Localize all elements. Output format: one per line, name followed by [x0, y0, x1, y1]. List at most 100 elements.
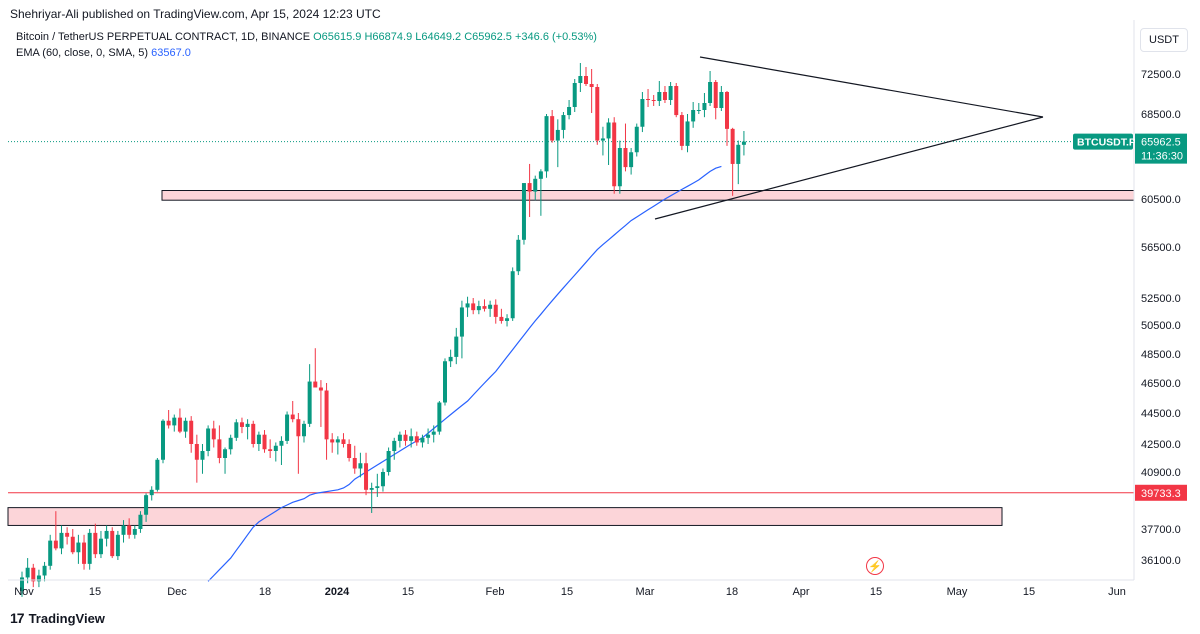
candle-body: [533, 178, 538, 192]
level-price-tag: [1135, 484, 1187, 501]
candle-body: [268, 449, 273, 451]
ema-line: [207, 165, 722, 582]
candle-body: [82, 542, 87, 564]
tradingview-footer[interactable]: 17 TradingView: [10, 610, 105, 626]
candle-body: [324, 390, 329, 440]
candle-body: [397, 434, 402, 441]
candle-body: [70, 536, 75, 553]
candle-body: [42, 565, 47, 576]
candle-body: [679, 115, 684, 146]
candle-body: [708, 82, 713, 103]
candle-body: [730, 128, 735, 164]
candle-body: [149, 489, 154, 496]
candle-body: [741, 141, 746, 145]
candle-body: [538, 171, 543, 179]
ema-label: EMA (60, close, 0, SMA, 5): [16, 47, 149, 59]
x-tick-label: Nov: [14, 586, 34, 598]
candle-body: [330, 439, 335, 443]
candle-body: [691, 110, 696, 122]
candle-body: [595, 87, 600, 141]
ema-legend[interactable]: EMA (60, close, 0, SMA, 5) 63567.0: [16, 47, 191, 59]
candle-body: [510, 271, 515, 319]
candle-body: [341, 439, 346, 444]
symbol-tag-label: BTCUSDT.P: [1077, 137, 1136, 149]
candle-body: [414, 436, 419, 443]
candle-body: [448, 356, 453, 362]
candle-body: [302, 423, 306, 437]
candle-body: [544, 116, 549, 172]
candle-body: [578, 76, 583, 83]
candle-body: [459, 307, 464, 337]
x-tick-label: Feb: [486, 586, 505, 598]
x-tick-label: May: [947, 586, 968, 598]
candle-body: [420, 437, 425, 443]
candle-body: [98, 538, 103, 555]
candle-body: [121, 525, 126, 535]
y-tick-label: 37700.0: [1141, 524, 1181, 536]
y-tick-label: 56500.0: [1141, 242, 1181, 254]
candle-body: [527, 183, 532, 192]
x-tick-label: 15: [561, 586, 573, 598]
symbol-tag: [1073, 133, 1133, 150]
candle-body: [409, 436, 414, 441]
candle-body: [403, 434, 408, 441]
countdown-label: 11:36:30: [1141, 151, 1183, 163]
x-tick-label: 18: [259, 586, 271, 598]
candle-body: [48, 540, 53, 566]
candle-body: [572, 83, 577, 107]
candle-body: [651, 100, 656, 101]
candle-body: [719, 92, 724, 108]
candle-body: [31, 567, 36, 582]
candle-body: [640, 99, 645, 127]
ohlc-change: +346.6 (+0.53%): [515, 31, 597, 43]
candle-body: [76, 542, 81, 553]
candle-body: [505, 318, 510, 321]
x-tick-label: Jun: [1108, 586, 1126, 598]
candle-body: [550, 116, 555, 141]
candle-body: [437, 402, 442, 432]
candle-body: [206, 428, 211, 451]
y-tick-label: 48500.0: [1141, 349, 1181, 361]
publisher-line: Shehriyar-Ali published on TradingView.c…: [10, 7, 381, 21]
x-tick-label: Mar: [636, 586, 655, 598]
candle-body: [629, 152, 634, 168]
candle-body: [115, 534, 120, 557]
candle-body: [516, 239, 521, 272]
candle-body: [256, 434, 261, 444]
candle-body: [183, 420, 188, 432]
candle-body: [352, 458, 357, 469]
ohlc-open: O65615.9: [313, 31, 362, 43]
ohlc-high: H66874.9: [364, 31, 413, 43]
candle-body: [132, 529, 137, 535]
candle-body: [166, 420, 171, 426]
candle-body: [234, 422, 239, 438]
triangle-lower-trendline: [654, 116, 1044, 220]
candle-body: [262, 434, 267, 450]
y-tick-label: 42500.0: [1141, 439, 1181, 451]
candle-body: [369, 488, 374, 490]
symbol-title[interactable]: Bitcoin / TetherUS PERPETUAL CONTRACT, 1…: [16, 31, 311, 43]
candle-body: [606, 122, 611, 139]
x-tick-label: 15: [870, 586, 882, 598]
y-tick-label: 72500.0: [1141, 69, 1181, 81]
y-tick-label: 46500.0: [1141, 378, 1181, 390]
candle-body: [53, 540, 58, 549]
y-tick-label: 52500.0: [1141, 293, 1181, 305]
candle-body: [87, 532, 92, 564]
candle-body: [251, 423, 256, 444]
y-tick-label: 44500.0: [1141, 408, 1181, 420]
x-tick-label: 2024: [325, 586, 350, 598]
y-tick-label: 40900.0: [1141, 467, 1181, 479]
candle-body: [662, 92, 667, 100]
candle-body: [228, 437, 233, 450]
candle-body: [482, 306, 487, 309]
last-price-tag: [1135, 133, 1187, 164]
candle-body: [736, 144, 741, 164]
lightning-icon[interactable]: ⚡: [866, 557, 884, 575]
candle-body: [465, 303, 470, 308]
candle-body: [443, 361, 447, 403]
currency-button[interactable]: USDT: [1140, 28, 1188, 52]
candle-body: [285, 414, 290, 441]
candle-body: [471, 303, 476, 311]
